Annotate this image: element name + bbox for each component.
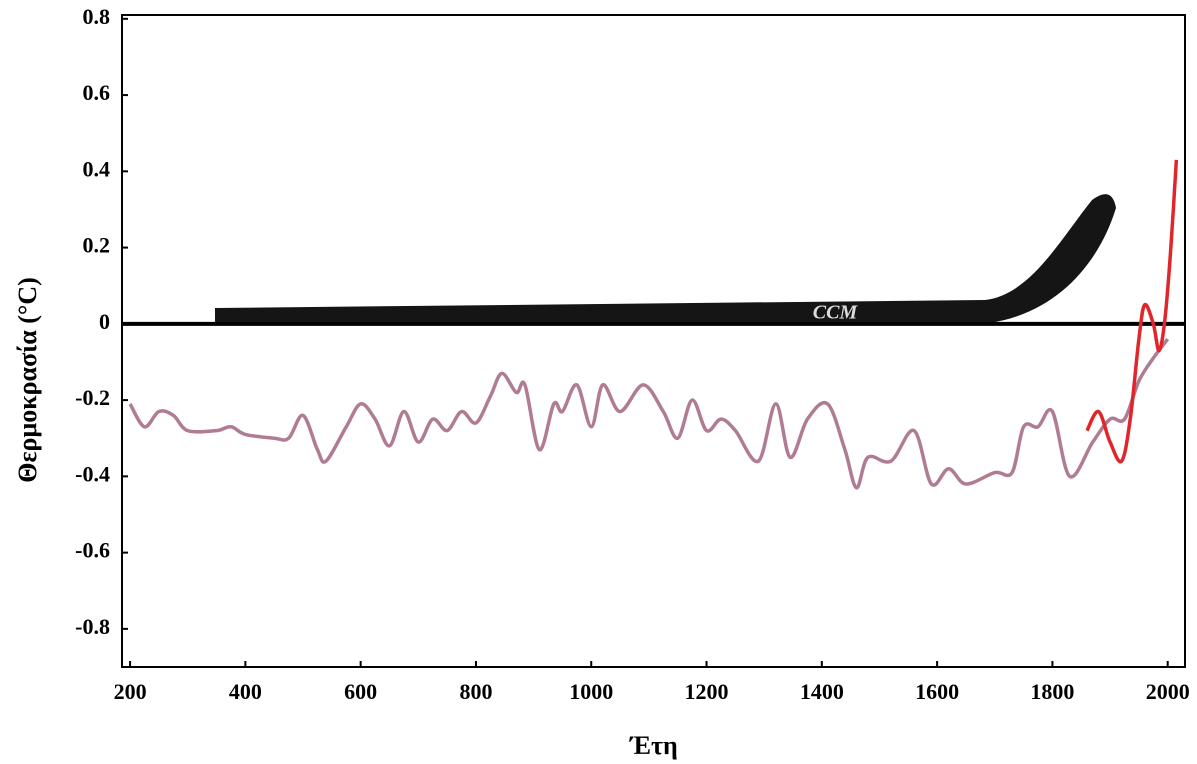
y-tick-label: -0.8 — [75, 614, 110, 639]
x-axis-label: Έτη — [628, 731, 678, 760]
x-tick-label: 1400 — [800, 679, 844, 704]
x-tick-label: 1600 — [915, 679, 959, 704]
y-tick-label: -0.6 — [75, 538, 110, 563]
stick-brand: CCM — [813, 302, 859, 324]
series-line — [128, 338, 1170, 490]
x-tick-label: 600 — [344, 679, 377, 704]
x-tick-label: 2000 — [1146, 679, 1190, 704]
y-tick-label: 0.4 — [83, 156, 111, 181]
y-axis-label: Θερμοκρασία (°C) — [13, 277, 42, 483]
hockey-stick — [215, 194, 1116, 323]
y-tick-label: 0.8 — [83, 4, 111, 29]
x-tick-label: 400 — [229, 679, 262, 704]
y-tick-label: -0.4 — [75, 461, 110, 486]
x-tick-label: 800 — [459, 679, 492, 704]
plot-frame — [121, 14, 1186, 668]
x-tick-label: 1200 — [685, 679, 729, 704]
x-tick-label: 1000 — [569, 679, 613, 704]
y-tick-label: 0 — [99, 309, 110, 334]
x-tick-label: 200 — [114, 679, 147, 704]
y-tick-label: 0.6 — [83, 80, 111, 105]
y-tick-label: -0.2 — [75, 385, 110, 410]
series-line — [1085, 159, 1179, 464]
y-tick-label: 0.2 — [83, 233, 111, 258]
x-tick-label: 1800 — [1030, 679, 1074, 704]
